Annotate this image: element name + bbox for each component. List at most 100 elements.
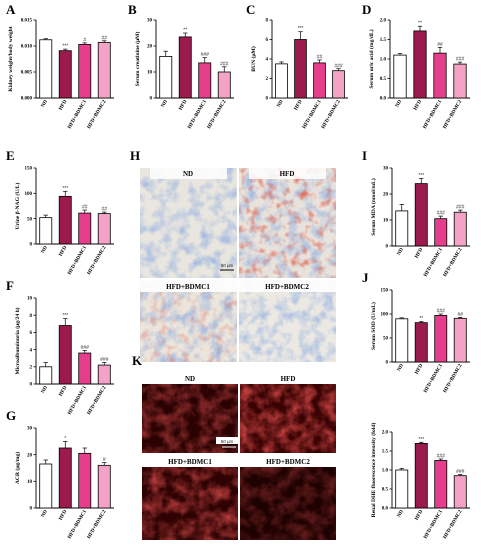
bar-g-0 — [39, 463, 53, 509]
significance-mark: * — [64, 436, 66, 442]
ihc-label-hfd: HFD — [280, 170, 295, 178]
category-label: HFD+BDMC2 — [442, 99, 464, 130]
scale-text-k: 50 μm — [221, 439, 234, 444]
ihc-red-bdmc1 — [140, 280, 237, 362]
panel-letter-k: K — [132, 353, 143, 368]
dhe-label-box-hfd — [240, 373, 336, 384]
category-label: HFD+BDMC1 — [67, 245, 89, 276]
ihc-label-box-bdmc1 — [140, 280, 237, 292]
panel-letter-j: J — [362, 270, 369, 285]
y-tick-label: 0.005 — [21, 71, 33, 76]
category-label: HFD+BDMC1 — [423, 509, 445, 540]
category-label: HFD — [58, 245, 69, 258]
category-label: HFD — [58, 99, 69, 112]
panel-k-micrographs: ND HFD HFD+BDMC1 HFD+BDMC2 50 μm — [142, 373, 336, 540]
y-tick-label: 0.010 — [21, 45, 33, 50]
bar-f-2 — [78, 352, 92, 385]
y-tick-label: 10 — [147, 71, 153, 76]
significance-mark: ** — [418, 21, 422, 27]
y-tick-label: 0.0 — [380, 97, 387, 102]
dhe-texture-bdmc1 — [142, 455, 238, 540]
y-tick-label: 20 — [383, 193, 389, 198]
y-axis-label: Serum MDA (nmol/mL) — [370, 178, 377, 236]
category-label: HFD+BDMC1 — [67, 509, 89, 540]
significance-mark: ## — [101, 207, 107, 213]
bar-e-3 — [97, 213, 111, 245]
y-tick-label: 2.0 — [382, 431, 389, 436]
dhe-label-nd: ND — [185, 375, 195, 383]
panel-letter-c: C — [246, 2, 255, 17]
category-label: HFD+BDMC1 — [423, 363, 445, 394]
category-label: HFD — [414, 509, 425, 522]
category-label: HFD+BDMC2 — [206, 99, 228, 130]
significance-mark: ### — [456, 205, 465, 211]
category-label: HFD+BDMC2 — [86, 99, 108, 130]
y-tick-label: 30 — [27, 427, 33, 432]
significance-mark: ** — [419, 316, 423, 322]
y-tick-label: 2 — [30, 366, 33, 371]
panel-letter-e: E — [6, 148, 15, 163]
y-tick-label: 0 — [30, 507, 33, 512]
y-axis-label: Serum creatinine (μM) — [134, 32, 141, 87]
y-tick-label: 1.5 — [380, 38, 387, 43]
chart-d: 0.0 0.5 1.0 1.5 2.0 Serum uric acid (mg/dL) ND… — [368, 19, 470, 130]
bar-i-2 — [434, 218, 448, 247]
significance-mark: # — [103, 457, 106, 463]
bar-i-1 — [414, 183, 428, 247]
dhe-label-box-nd — [142, 373, 238, 384]
significance-mark: ** — [183, 28, 187, 34]
category-label: ND — [396, 363, 405, 373]
bar-e-1 — [58, 195, 72, 245]
ihc-texture-nd — [140, 168, 237, 278]
y-tick-label: 6 — [266, 38, 269, 43]
category-label: HFD — [178, 99, 189, 112]
y-tick-label: 100 — [381, 313, 389, 318]
category-label: HFD — [58, 509, 69, 522]
category-label: HFD+BDMC1 — [422, 99, 444, 130]
y-tick-label: 100 — [25, 192, 33, 197]
y-tick-label: 8 — [266, 19, 269, 24]
panel-letter-a: A — [6, 2, 16, 17]
ihc-label-box-hfd — [249, 168, 326, 179]
y-tick-label: 0 — [150, 97, 153, 102]
y-tick-label: 1.5 — [382, 450, 389, 455]
ihc-label-bdmc2: HFD+BDMC2 — [265, 283, 309, 291]
significance-mark: ## — [437, 42, 443, 48]
y-tick-label: 10 — [383, 219, 389, 224]
significance-mark: ### — [201, 52, 210, 58]
category-label: HFD+BDMC1 — [67, 99, 89, 130]
chart-b: 0 10 20 30 Serum creatinine (μM) ND ** HFD ### HF… — [134, 19, 234, 130]
y-tick-label: 0.0 — [382, 507, 389, 512]
category-label: HFD+BDMC1 — [423, 247, 445, 278]
bar-a-3 — [97, 41, 111, 99]
panel-letter-i: I — [362, 148, 367, 163]
category-label: HFD+BDMC1 — [187, 99, 209, 130]
bar-e-0 — [39, 217, 53, 245]
panel-h-micrographs: ND HFD HFD+BDMC1 HFD+BDMC2 50 μm — [140, 168, 336, 362]
bar-j-0 — [395, 318, 409, 363]
dhe-texture-bdmc2 — [240, 455, 336, 540]
y-tick-label: 30 — [147, 19, 153, 24]
y-axis-label: Renal DHE fluorescence intensity (fold) — [370, 423, 377, 518]
ihc-red-hfd — [239, 168, 336, 278]
bar-d-2 — [433, 52, 447, 99]
bar-e-2 — [78, 212, 92, 245]
significance-mark: ### — [456, 469, 465, 475]
bar-i-3 — [453, 211, 467, 247]
significance-mark: *** — [62, 44, 68, 50]
category-label: ND — [40, 99, 49, 109]
significance-mark: ## — [101, 35, 107, 41]
chart-i: 0 10 20 30 Serum MDA (nmol/mL) ND *** HFD ### HFD… — [370, 167, 470, 278]
ihc-label-box-nd — [150, 168, 227, 179]
category-label: ND — [40, 245, 49, 255]
significance-mark: ### — [437, 211, 446, 217]
y-tick-label: 0.5 — [382, 488, 389, 493]
ihc-texture-bdmc2 — [239, 280, 336, 362]
bar-d-1 — [413, 30, 427, 99]
category-label: HFD+BDMC1 — [67, 385, 89, 416]
significance-mark: ## — [317, 54, 323, 60]
chart-k: 0.0 0.5 1.0 1.5 2.0 Renal DHE fluorescence in… — [370, 423, 470, 540]
category-label: HFD — [414, 247, 425, 260]
y-tick-label: 30 — [383, 167, 389, 172]
category-label: HFD+BDMC2 — [86, 385, 108, 416]
